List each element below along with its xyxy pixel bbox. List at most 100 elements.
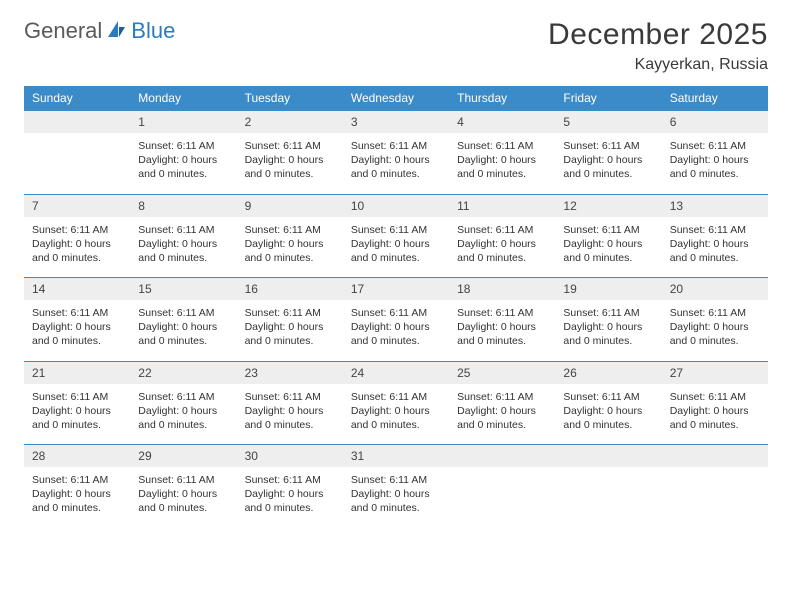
daylight-text: Daylight: 0 hours and 0 minutes. <box>32 404 122 432</box>
day-cell: Sunset: 6:11 AMDaylight: 0 hours and 0 m… <box>130 384 236 445</box>
day-number: 30 <box>237 445 343 468</box>
sunset-text: Sunset: 6:11 AM <box>457 139 547 153</box>
day-number: 16 <box>237 278 343 301</box>
day-number: 8 <box>130 194 236 217</box>
day-cell: Sunset: 6:11 AMDaylight: 0 hours and 0 m… <box>662 217 768 278</box>
day-cell: Sunset: 6:11 AMDaylight: 0 hours and 0 m… <box>130 300 236 361</box>
day-cell: Sunset: 6:11 AMDaylight: 0 hours and 0 m… <box>24 384 130 445</box>
day-number: 25 <box>449 361 555 384</box>
day-number: 10 <box>343 194 449 217</box>
sunset-text: Sunset: 6:11 AM <box>138 473 228 487</box>
day-cell: Sunset: 6:11 AMDaylight: 0 hours and 0 m… <box>449 133 555 194</box>
sunset-text: Sunset: 6:11 AM <box>245 306 335 320</box>
day-cell <box>24 133 130 194</box>
day-content-row: Sunset: 6:11 AMDaylight: 0 hours and 0 m… <box>24 467 768 528</box>
sunset-text: Sunset: 6:11 AM <box>457 223 547 237</box>
day-number: 6 <box>662 111 768 134</box>
day-cell: Sunset: 6:11 AMDaylight: 0 hours and 0 m… <box>662 384 768 445</box>
weekday-header: Monday <box>130 86 236 111</box>
day-cell: Sunset: 6:11 AMDaylight: 0 hours and 0 m… <box>343 133 449 194</box>
daylight-text: Daylight: 0 hours and 0 minutes. <box>563 320 653 348</box>
weekday-header: Tuesday <box>237 86 343 111</box>
day-cell: Sunset: 6:11 AMDaylight: 0 hours and 0 m… <box>449 300 555 361</box>
weekday-header: Thursday <box>449 86 555 111</box>
day-number-row: 123456 <box>24 111 768 134</box>
day-cell: Sunset: 6:11 AMDaylight: 0 hours and 0 m… <box>130 217 236 278</box>
sunset-text: Sunset: 6:11 AM <box>351 139 441 153</box>
sunset-text: Sunset: 6:11 AM <box>351 390 441 404</box>
day-cell: Sunset: 6:11 AMDaylight: 0 hours and 0 m… <box>555 300 661 361</box>
weekday-header: Saturday <box>662 86 768 111</box>
day-number: 9 <box>237 194 343 217</box>
daylight-text: Daylight: 0 hours and 0 minutes. <box>245 237 335 265</box>
day-content-row: Sunset: 6:11 AMDaylight: 0 hours and 0 m… <box>24 300 768 361</box>
daylight-text: Daylight: 0 hours and 0 minutes. <box>457 320 547 348</box>
daylight-text: Daylight: 0 hours and 0 minutes. <box>563 404 653 432</box>
weekday-header: Sunday <box>24 86 130 111</box>
sunset-text: Sunset: 6:11 AM <box>351 223 441 237</box>
sunset-text: Sunset: 6:11 AM <box>138 306 228 320</box>
day-number: 7 <box>24 194 130 217</box>
sunset-text: Sunset: 6:11 AM <box>245 473 335 487</box>
sunset-text: Sunset: 6:11 AM <box>351 306 441 320</box>
day-cell: Sunset: 6:11 AMDaylight: 0 hours and 0 m… <box>662 133 768 194</box>
sunset-text: Sunset: 6:11 AM <box>138 139 228 153</box>
day-cell: Sunset: 6:11 AMDaylight: 0 hours and 0 m… <box>237 300 343 361</box>
sunset-text: Sunset: 6:11 AM <box>32 473 122 487</box>
daylight-text: Daylight: 0 hours and 0 minutes. <box>245 487 335 515</box>
day-content-row: Sunset: 6:11 AMDaylight: 0 hours and 0 m… <box>24 217 768 278</box>
sunset-text: Sunset: 6:11 AM <box>351 473 441 487</box>
daylight-text: Daylight: 0 hours and 0 minutes. <box>351 153 441 181</box>
day-cell <box>555 467 661 528</box>
daylight-text: Daylight: 0 hours and 0 minutes. <box>138 320 228 348</box>
day-number <box>24 111 130 134</box>
day-number: 14 <box>24 278 130 301</box>
day-number: 11 <box>449 194 555 217</box>
day-cell: Sunset: 6:11 AMDaylight: 0 hours and 0 m… <box>449 384 555 445</box>
weekday-header: Friday <box>555 86 661 111</box>
sunset-text: Sunset: 6:11 AM <box>563 223 653 237</box>
daylight-text: Daylight: 0 hours and 0 minutes. <box>670 404 760 432</box>
day-number: 3 <box>343 111 449 134</box>
sunset-text: Sunset: 6:11 AM <box>670 306 760 320</box>
day-number: 19 <box>555 278 661 301</box>
day-cell: Sunset: 6:11 AMDaylight: 0 hours and 0 m… <box>662 300 768 361</box>
sunset-text: Sunset: 6:11 AM <box>670 390 760 404</box>
sunset-text: Sunset: 6:11 AM <box>457 390 547 404</box>
day-number: 31 <box>343 445 449 468</box>
day-number: 21 <box>24 361 130 384</box>
day-cell: Sunset: 6:11 AMDaylight: 0 hours and 0 m… <box>237 467 343 528</box>
day-number: 2 <box>237 111 343 134</box>
daylight-text: Daylight: 0 hours and 0 minutes. <box>670 320 760 348</box>
day-cell: Sunset: 6:11 AMDaylight: 0 hours and 0 m… <box>24 300 130 361</box>
day-cell: Sunset: 6:11 AMDaylight: 0 hours and 0 m… <box>555 384 661 445</box>
day-cell: Sunset: 6:11 AMDaylight: 0 hours and 0 m… <box>343 467 449 528</box>
day-content-row: Sunset: 6:11 AMDaylight: 0 hours and 0 m… <box>24 384 768 445</box>
daylight-text: Daylight: 0 hours and 0 minutes. <box>245 320 335 348</box>
day-number-row: 78910111213 <box>24 194 768 217</box>
daylight-text: Daylight: 0 hours and 0 minutes. <box>351 320 441 348</box>
day-number: 1 <box>130 111 236 134</box>
sunset-text: Sunset: 6:11 AM <box>563 306 653 320</box>
day-cell: Sunset: 6:11 AMDaylight: 0 hours and 0 m… <box>130 467 236 528</box>
daylight-text: Daylight: 0 hours and 0 minutes. <box>138 404 228 432</box>
sunset-text: Sunset: 6:11 AM <box>670 139 760 153</box>
daylight-text: Daylight: 0 hours and 0 minutes. <box>138 487 228 515</box>
calendar-table: SundayMondayTuesdayWednesdayThursdayFrid… <box>24 86 768 528</box>
location: Kayyerkan, Russia <box>548 56 768 74</box>
day-number: 18 <box>449 278 555 301</box>
day-cell <box>662 467 768 528</box>
day-cell: Sunset: 6:11 AMDaylight: 0 hours and 0 m… <box>24 467 130 528</box>
day-number: 17 <box>343 278 449 301</box>
daylight-text: Daylight: 0 hours and 0 minutes. <box>351 487 441 515</box>
sunset-text: Sunset: 6:11 AM <box>138 223 228 237</box>
day-number: 13 <box>662 194 768 217</box>
daylight-text: Daylight: 0 hours and 0 minutes. <box>670 237 760 265</box>
day-cell: Sunset: 6:11 AMDaylight: 0 hours and 0 m… <box>237 217 343 278</box>
day-number: 5 <box>555 111 661 134</box>
day-number: 22 <box>130 361 236 384</box>
daylight-text: Daylight: 0 hours and 0 minutes. <box>32 237 122 265</box>
day-number <box>662 445 768 468</box>
day-cell: Sunset: 6:11 AMDaylight: 0 hours and 0 m… <box>343 384 449 445</box>
sunset-text: Sunset: 6:11 AM <box>670 223 760 237</box>
